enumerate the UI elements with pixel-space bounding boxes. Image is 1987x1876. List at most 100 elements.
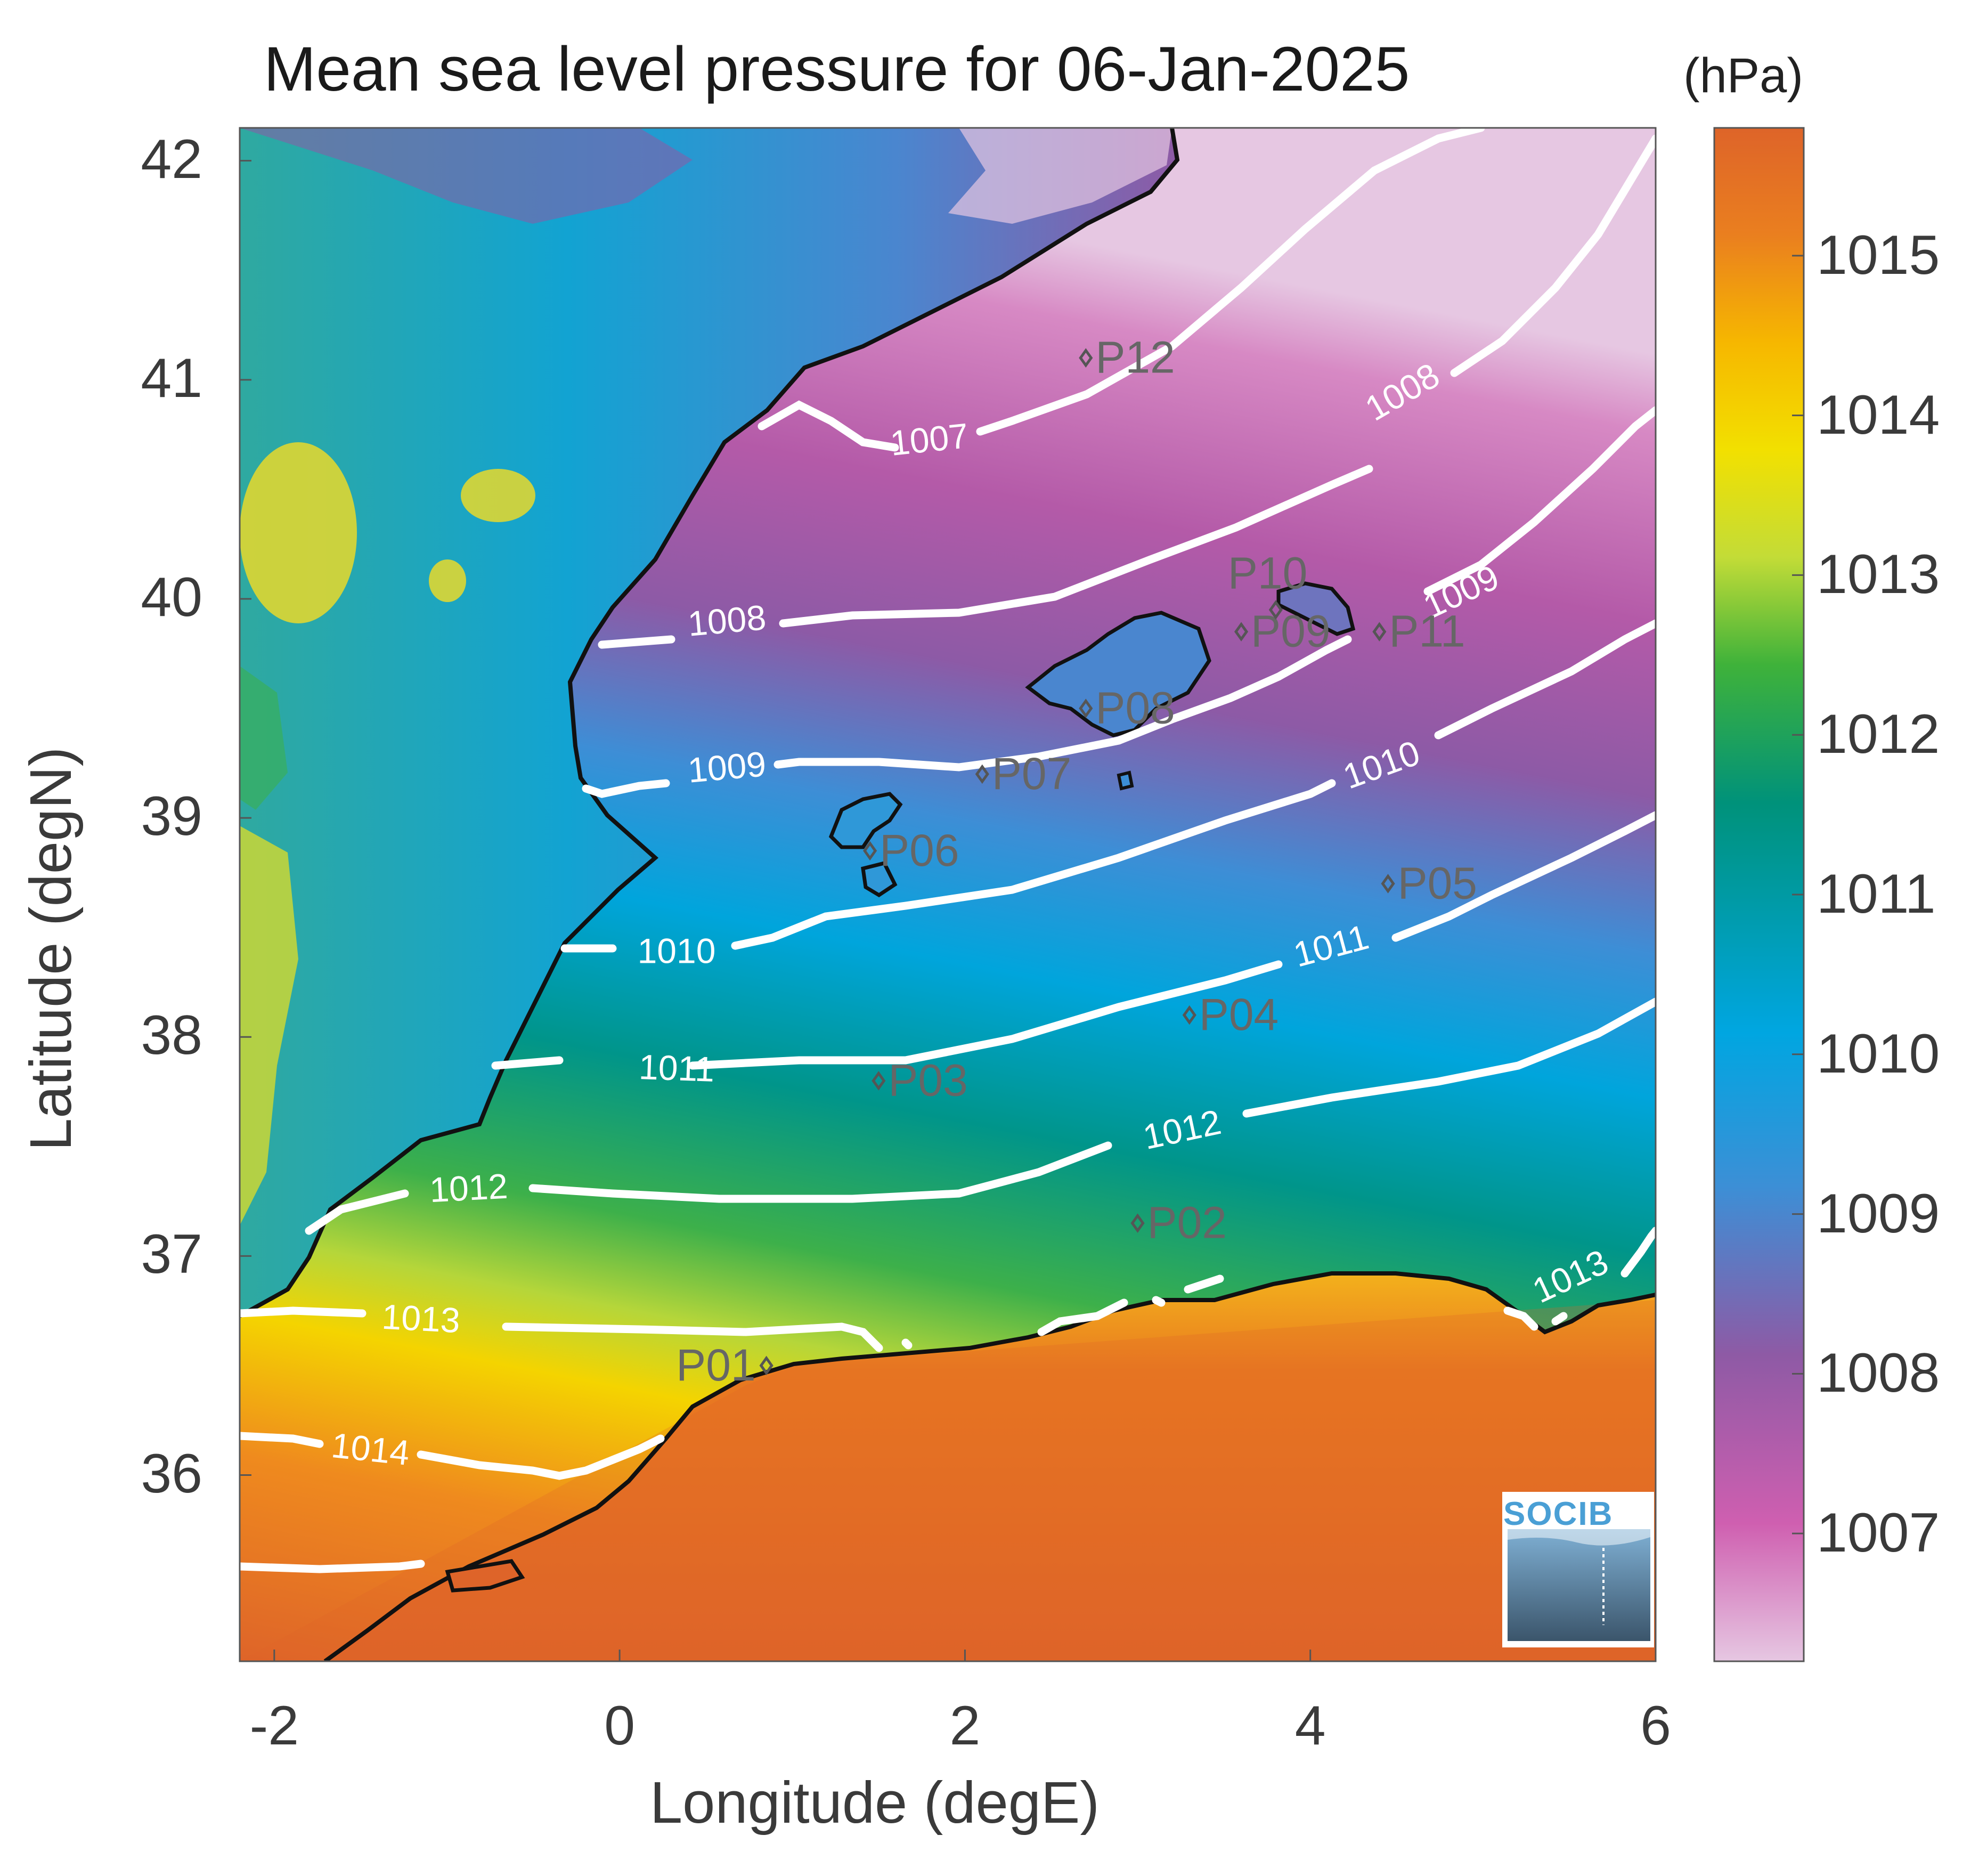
station-marker-icon <box>1234 622 1249 641</box>
station-marker-icon <box>975 764 989 784</box>
colorbar <box>1713 127 1805 1662</box>
colorbar-tick-label: 1008 <box>1817 1342 1940 1404</box>
y-axis-label: Latitude (degN) <box>18 746 84 1151</box>
africa-interior <box>240 1300 1656 1661</box>
y-tick-label: 41 <box>141 347 202 409</box>
colorbar-tick-label: 1010 <box>1817 1022 1940 1085</box>
inland-high-3 <box>429 559 466 602</box>
station-marker-icon <box>1079 699 1093 718</box>
contour-label: 1008 <box>686 597 768 644</box>
isobars <box>240 128 1656 1573</box>
contour-label: 1014 <box>330 1425 412 1473</box>
inland-high-4 <box>240 826 298 1225</box>
station-p06: P06 <box>863 825 959 875</box>
isobar-1008 <box>598 134 1656 649</box>
station-marker-icon <box>872 1071 886 1091</box>
y-tick-label: 42 <box>141 128 202 190</box>
isobar-1014 <box>240 1432 665 1480</box>
pyrenees-low <box>948 128 1172 224</box>
y-tick-label: 38 <box>141 1004 202 1067</box>
station-marker-icon <box>1381 874 1395 894</box>
colorbar-tick-label: 1007 <box>1817 1502 1940 1564</box>
iberia-north-low <box>240 128 693 224</box>
isobar-1013 <box>240 1227 1656 1352</box>
pressure-field: SOCIB <box>240 128 1656 1661</box>
station-p11: P11 <box>1372 606 1465 656</box>
contour-label: 1007 <box>889 416 971 463</box>
station-label: P12 <box>1095 332 1175 383</box>
station-label: P09 <box>1251 606 1330 656</box>
station-p03: P03 <box>872 1055 968 1105</box>
inland-high-1 <box>240 442 357 623</box>
station-p09: P09 <box>1234 606 1331 656</box>
y-tick-label: 40 <box>141 566 202 628</box>
colorbar-tick-label: 1015 <box>1817 224 1940 286</box>
station-marker-icon <box>1182 1005 1196 1025</box>
x-tick-label: 6 <box>1640 1695 1671 1757</box>
isobar-1010 <box>560 619 1656 953</box>
isobar-1012 <box>305 997 1656 1235</box>
x-axis-label: Longitude (degE) <box>650 1770 1100 1836</box>
station-marker-icon <box>759 1355 773 1376</box>
isobar-1011 <box>491 811 1656 1070</box>
contour-label: 1009 <box>686 744 768 790</box>
station-label: P03 <box>888 1055 967 1105</box>
iberia-land <box>240 128 1177 1316</box>
contour-label: 1013 <box>381 1297 461 1341</box>
x-tick-label: 0 <box>604 1695 636 1757</box>
contour-label: 1012 <box>428 1166 508 1210</box>
isobar-1015 <box>240 1560 425 1573</box>
contour-label: 1011 <box>638 1047 715 1089</box>
isobar-1007 <box>758 128 1485 452</box>
x-tick-label: -2 <box>249 1695 299 1757</box>
colorbar-tick-label: 1012 <box>1817 703 1940 766</box>
africa-land <box>240 1273 1656 1661</box>
station-p12: P12 <box>1079 332 1175 383</box>
socib-logo: SOCIB <box>1502 1492 1654 1647</box>
isobar-1009 <box>582 406 1656 798</box>
cabrera <box>1117 770 1134 791</box>
colorbar-tick-label: 1013 <box>1817 543 1940 606</box>
coastline-iberia <box>240 128 1180 1318</box>
colorbar-tick-label: 1011 <box>1817 863 1936 925</box>
map-frame <box>239 127 1657 1662</box>
station-label: P01 <box>676 1340 755 1390</box>
station-marker-icon <box>1079 348 1093 368</box>
station-p04: P04 <box>1182 989 1278 1039</box>
ibiza <box>828 792 903 849</box>
menorca <box>1276 581 1356 636</box>
station-label: P05 <box>1398 858 1477 908</box>
station-p10: P10 <box>1228 548 1307 620</box>
y-tick-label: 37 <box>141 1223 202 1286</box>
inland-high-2 <box>461 469 535 522</box>
station-label: P10 <box>1228 548 1307 598</box>
station-marker-icon <box>1372 622 1387 641</box>
colorbar-tickmarks <box>1792 255 1804 1534</box>
station-label: P06 <box>880 825 959 875</box>
socib-logo-text: SOCIB <box>1503 1496 1613 1532</box>
y-tick-label: 39 <box>141 785 202 848</box>
mallorca <box>1025 611 1211 737</box>
stations: P01 P02 P03 P04 P05 P06 P07 P08 P09 P10 P11 P12 <box>676 332 1477 1390</box>
station-marker-icon <box>1130 1213 1145 1233</box>
station-label: P04 <box>1199 989 1278 1039</box>
contour-label: 1010 <box>638 931 716 970</box>
inland-green-zone <box>240 666 288 810</box>
station-p08: P08 <box>1079 683 1175 733</box>
colorbar-tick-label: 1009 <box>1817 1182 1940 1245</box>
colorbar-unit: (hPa) <box>1683 48 1803 103</box>
station-label: P08 <box>1095 683 1175 733</box>
station-label: P11 <box>1389 606 1465 656</box>
y-tick-label: 36 <box>141 1442 202 1505</box>
colorbar-tick-label: 1014 <box>1817 384 1940 446</box>
alboran-island <box>445 1559 525 1593</box>
station-p02: P02 <box>1130 1198 1227 1248</box>
formentera <box>861 860 898 898</box>
station-label: P02 <box>1147 1198 1227 1248</box>
station-p01: P01 <box>676 1340 773 1390</box>
x-tick-label: 4 <box>1294 1695 1326 1757</box>
station-p05: P05 <box>1381 858 1477 908</box>
map-title: Mean sea level pressure for 06-Jan-2025 <box>264 34 1410 104</box>
